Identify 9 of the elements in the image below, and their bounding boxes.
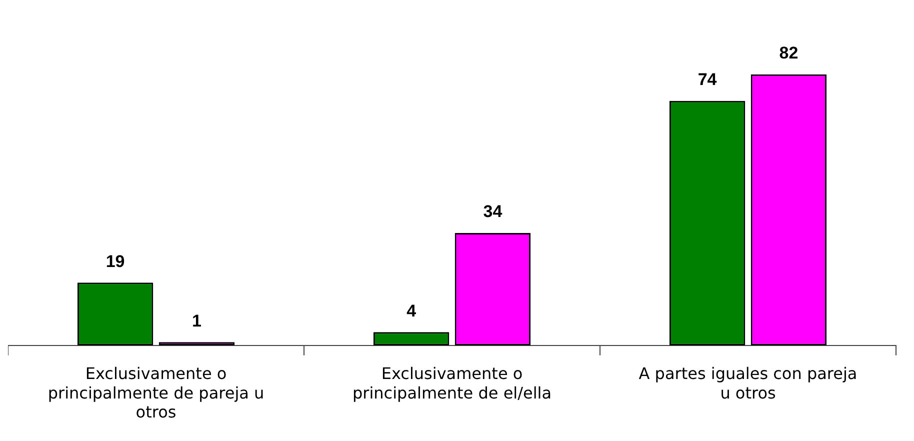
x-tick-label: A partes iguales con pareja u otros bbox=[638, 364, 858, 402]
x-tick-label: Exclusivamente o principalmente de el/ella bbox=[352, 364, 552, 402]
x-tick-label: Exclusivamente o principalmente de pareja u otros bbox=[48, 364, 264, 422]
data-label: 74 bbox=[698, 70, 718, 90]
data-label: 19 bbox=[106, 252, 125, 271]
data-label: 1 bbox=[192, 311, 202, 330]
data-label: 34 bbox=[483, 202, 503, 222]
data-label: 4 bbox=[406, 301, 417, 320]
data-label: 82 bbox=[779, 44, 798, 63]
